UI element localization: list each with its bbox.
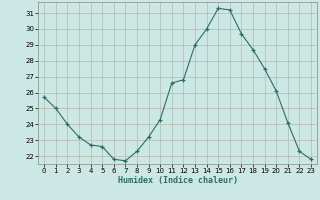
X-axis label: Humidex (Indice chaleur): Humidex (Indice chaleur): [118, 176, 238, 185]
